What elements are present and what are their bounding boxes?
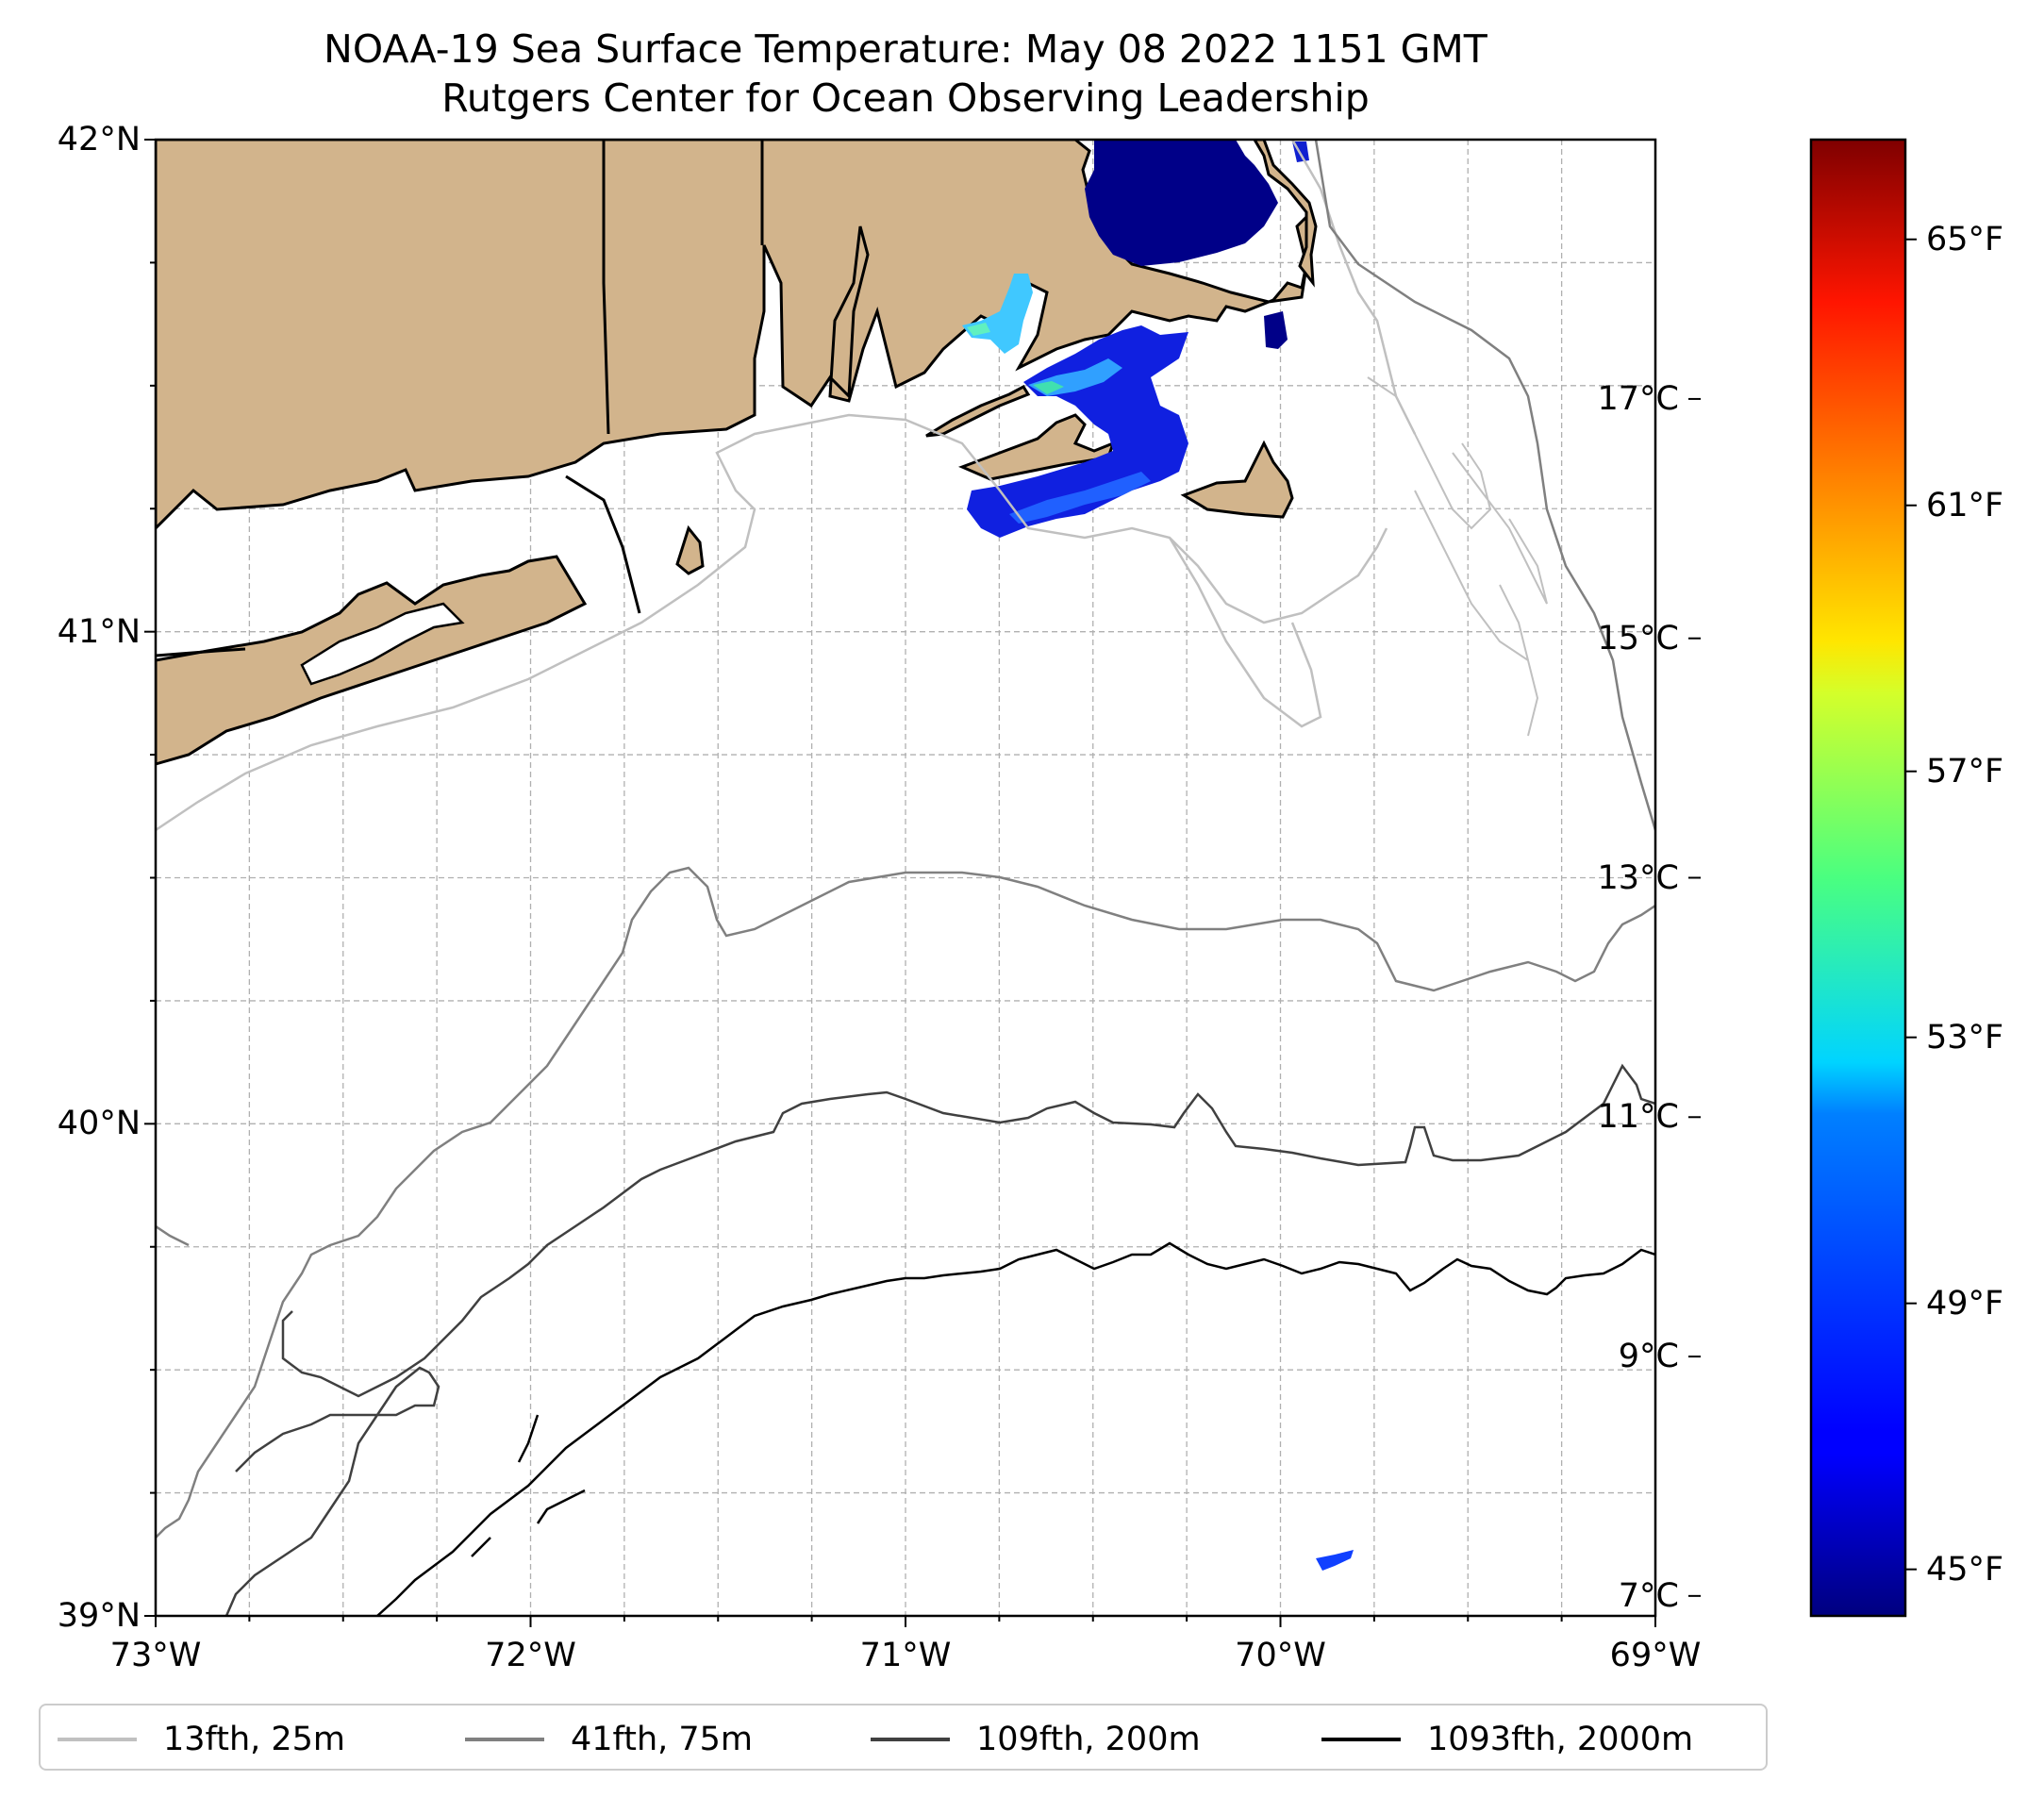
colorbar-f-label: 49°F xyxy=(1926,1284,2004,1323)
depth-contours xyxy=(156,140,1655,1616)
colorbar-c-label: 17°C xyxy=(1597,379,1679,418)
legend-swatch xyxy=(465,1737,544,1741)
depth-legend: 13fth, 25m 41fth, 75m 109fth, 200m 1093f… xyxy=(39,1704,1768,1771)
lon-tick-label: 69°W xyxy=(1609,1637,1702,1674)
colorbar-c-label: 11°C xyxy=(1597,1098,1679,1137)
legend-label: 13fth, 25m xyxy=(163,1720,346,1758)
legend-swatch xyxy=(58,1737,137,1741)
land xyxy=(156,140,1318,766)
block-island xyxy=(675,524,705,575)
colorbar-f-label: 53°F xyxy=(1926,1018,2004,1057)
map-title: NOAA-19 Sea Surface Temperature: May 08 … xyxy=(324,26,1487,72)
mainland-new-england xyxy=(156,140,1313,531)
sst-buzzards-bay-warm xyxy=(967,323,990,336)
lat-tick-label: 42°N xyxy=(57,121,141,158)
contour-2000m xyxy=(376,1241,1655,1616)
legend-swatch xyxy=(1321,1737,1401,1741)
marthas-vineyard xyxy=(957,413,1116,481)
legend-label: 109fth, 200m xyxy=(976,1720,1201,1758)
colorbar-f-label: 65°F xyxy=(1926,220,2004,258)
cape-cod xyxy=(1253,140,1318,288)
nantucket xyxy=(1180,440,1294,519)
legend-swatch xyxy=(871,1737,950,1741)
legend-label: 1093fth, 2000m xyxy=(1427,1720,1694,1758)
long-island-south-fork xyxy=(300,602,465,686)
sst-cape-cod-bay xyxy=(1085,140,1278,266)
colorbar-f-label: 57°F xyxy=(1926,752,2004,790)
lat-tick-label: 41°N xyxy=(57,612,141,651)
legend-item-25m: 13fth, 25m xyxy=(58,1705,345,1772)
sst-nantucket-east xyxy=(1264,311,1288,349)
legend-label: 41fth, 75m xyxy=(571,1720,754,1758)
map-subtitle: Rutgers Center for Ocean Observing Leade… xyxy=(441,75,1370,121)
lon-tick-label: 72°W xyxy=(485,1637,576,1674)
contour-25m-shoals xyxy=(1367,376,1548,737)
map-ticks xyxy=(144,139,1656,1627)
colorbar-c-label: 7°C xyxy=(1618,1576,1679,1615)
sst-sound-mid xyxy=(1009,472,1151,524)
sst-data xyxy=(962,140,1354,1571)
colorbar-ticks xyxy=(1688,238,1917,1597)
lat-tick-label: 40°N xyxy=(57,1105,141,1143)
colorbar xyxy=(1809,138,1907,1618)
state-boundaries xyxy=(156,140,764,657)
elizabeth-islands xyxy=(925,385,1031,438)
lon-tick-label: 73°W xyxy=(109,1637,202,1674)
legend-item-200m: 109fth, 200m xyxy=(871,1705,1201,1772)
lat-tick-label: 39°N xyxy=(57,1597,141,1635)
colorbar-c-label: 9°C xyxy=(1618,1338,1679,1376)
colorbar-f-label: 61°F xyxy=(1926,486,2004,524)
colorbar-c-label: 13°C xyxy=(1597,858,1679,897)
contour-25m xyxy=(156,140,1417,832)
lon-tick-label: 70°W xyxy=(1235,1637,1326,1674)
legend-item-75m: 41fth, 75m xyxy=(465,1705,753,1772)
contour-200m xyxy=(224,1063,1655,1616)
sst-offshore-speck xyxy=(1316,1550,1354,1571)
sst-sound-warm xyxy=(1033,381,1064,394)
contour-75m xyxy=(156,140,1655,1539)
colorbar-f-label: 45°F xyxy=(1926,1550,2004,1589)
colorbar-c-label: 15°C xyxy=(1597,619,1679,657)
lon-tick-label: 71°W xyxy=(859,1637,952,1674)
legend-item-2000m: 1093fth, 2000m xyxy=(1321,1705,1693,1772)
